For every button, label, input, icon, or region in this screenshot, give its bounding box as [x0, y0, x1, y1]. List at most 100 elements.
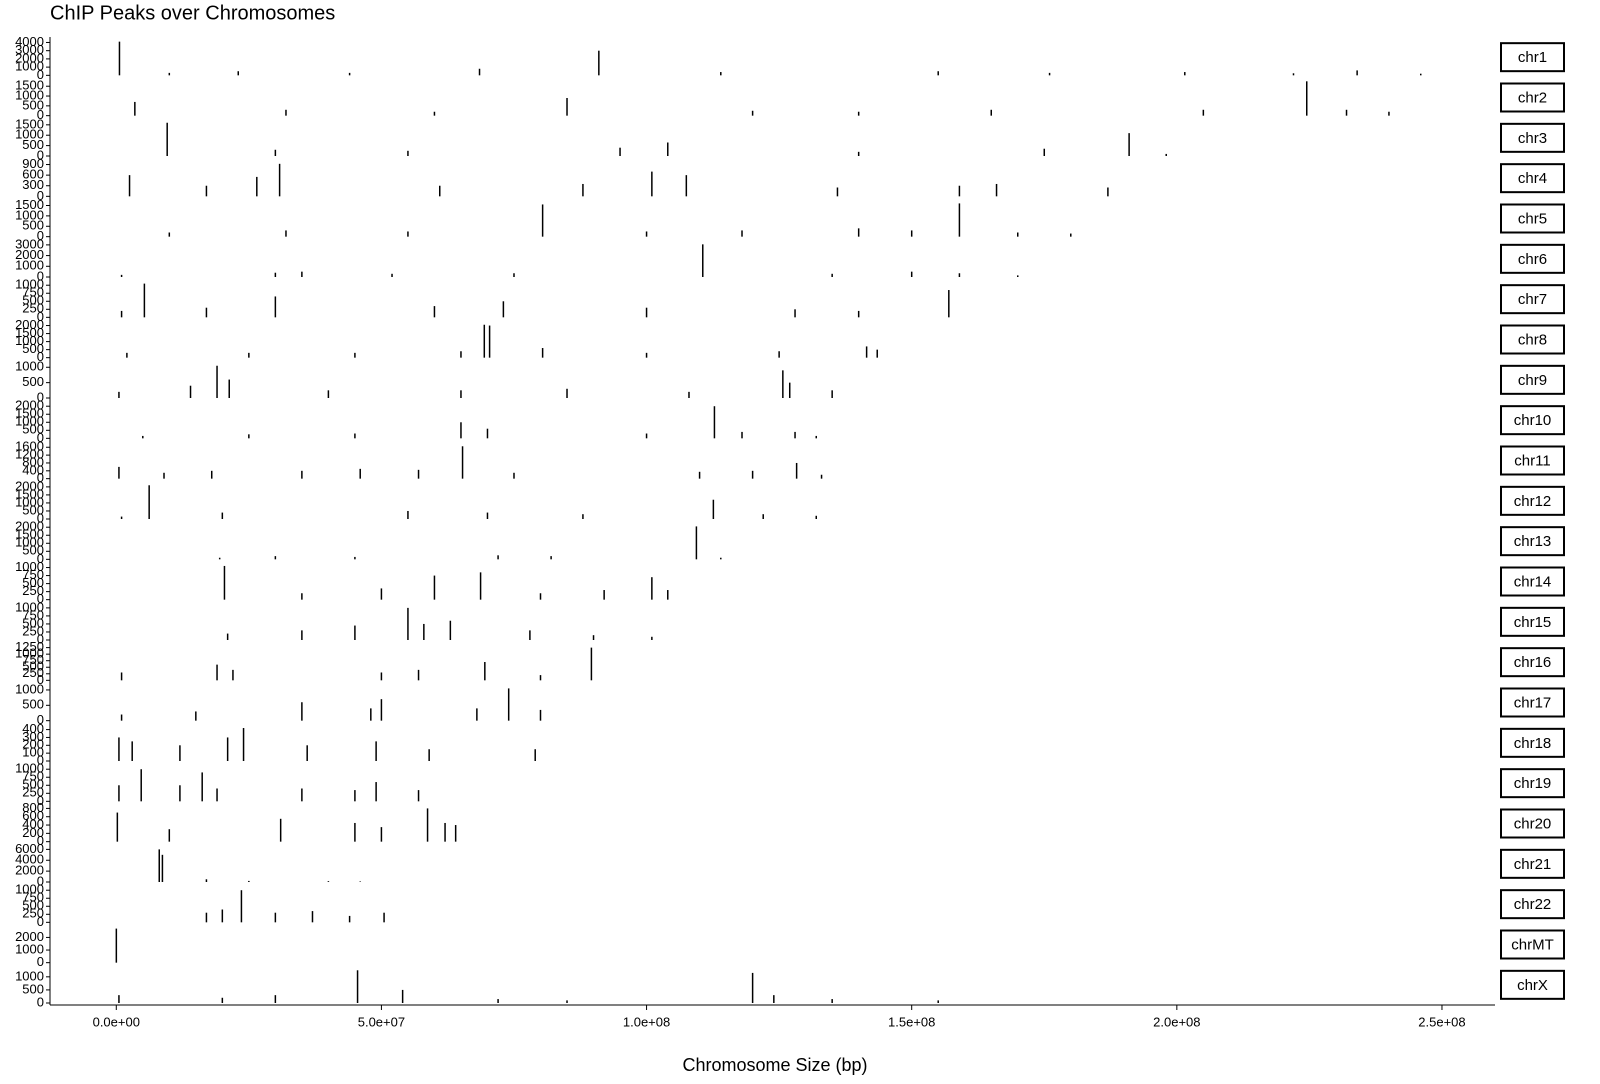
y-tick-label: 2000	[15, 478, 44, 493]
strip-label: chr6	[1518, 251, 1547, 268]
strip-box	[1500, 808, 1565, 839]
strip-box	[1500, 526, 1565, 557]
y-tick-label: 200	[22, 825, 44, 840]
y-tick-label: 3000	[15, 42, 44, 57]
y-tick-label: 800	[22, 454, 44, 469]
strip-box	[1500, 405, 1565, 436]
y-tick-label: 500	[22, 218, 44, 233]
y-tick-label: 2000	[15, 50, 44, 65]
y-tick-label: 1500	[15, 116, 44, 131]
y-tick-label: 900	[22, 156, 44, 171]
y-tick-label: 1000	[15, 968, 44, 983]
y-tick-label: 1000	[15, 87, 44, 102]
x-tick-label: 1.0e+08	[623, 1014, 670, 1029]
y-tick-label: 1000	[15, 333, 44, 348]
y-tick-label: 250	[22, 785, 44, 800]
y-tick-label: 500	[22, 659, 44, 674]
strip-label: chr1	[1518, 49, 1547, 66]
y-tick-label: 0	[37, 389, 44, 404]
y-tick-label: 1000	[15, 258, 44, 273]
y-tick-label: 300	[22, 177, 44, 192]
y-tick-label: 1000	[15, 207, 44, 222]
y-tick-label: 500	[22, 341, 44, 356]
x-tick-label: 0.0e+00	[93, 1014, 140, 1029]
strip-label: chr9	[1518, 372, 1547, 389]
y-tick-label: 0	[37, 914, 44, 929]
strip-box	[1500, 606, 1565, 637]
y-tick-label: 0	[37, 147, 44, 162]
y-tick-label: 0	[37, 349, 44, 364]
strip-label: chr10	[1514, 412, 1552, 429]
strip-label: chr8	[1518, 331, 1547, 348]
y-tick-label: 500	[22, 97, 44, 112]
x-tick-label: 1.5e+08	[888, 1014, 935, 1029]
y-tick-label: 0	[37, 793, 44, 808]
strip-label: chr21	[1514, 856, 1552, 873]
strip-box	[1500, 969, 1565, 1000]
y-tick-label: 400	[22, 462, 44, 477]
y-tick-label: 0	[37, 268, 44, 283]
y-tick-label: 1000	[15, 535, 44, 550]
strip-box	[1500, 243, 1565, 274]
y-tick-label: 1000	[15, 277, 44, 292]
y-tick-label: 4000	[15, 852, 44, 867]
y-tick-label: 500	[22, 697, 44, 712]
y-tick-label: 0	[37, 551, 44, 566]
y-tick-label: 250	[22, 665, 44, 680]
x-tick-label: 5.0e+07	[358, 1014, 405, 1029]
y-tick-label: 0	[37, 752, 44, 767]
y-tick-label: 400	[22, 721, 44, 736]
strip-label: chr17	[1514, 694, 1552, 711]
y-tick-label: 1500	[15, 325, 44, 340]
strip-label: chr15	[1514, 614, 1552, 631]
y-tick-label: 0	[37, 833, 44, 848]
y-tick-label: 1600	[15, 439, 44, 454]
y-tick-label: 2000	[15, 398, 44, 413]
y-tick-label: 0	[37, 712, 44, 727]
strip-label: chr20	[1514, 815, 1552, 832]
y-tick-label: 500	[22, 137, 44, 152]
y-tick-label: 2000	[15, 519, 44, 534]
y-tick-label: 1000	[15, 127, 44, 142]
y-tick-label: 500	[22, 575, 44, 590]
y-tick-label: 0	[37, 228, 44, 243]
strip-box	[1500, 929, 1565, 960]
y-tick-label: 1200	[15, 447, 44, 462]
strip-label: chrMT	[1511, 936, 1554, 953]
y-tick-label: 0	[37, 309, 44, 324]
strip-box	[1500, 768, 1565, 799]
y-tick-label: 1000	[15, 494, 44, 509]
y-tick-label: 200	[22, 737, 44, 752]
y-tick-label: 250	[22, 623, 44, 638]
y-tick-label: 500	[22, 293, 44, 308]
y-tick-label: 400	[22, 816, 44, 831]
y-tick-label: 500	[22, 502, 44, 517]
y-tick-label: 0	[37, 188, 44, 203]
y-tick-label: 1500	[15, 486, 44, 501]
strip-box	[1500, 566, 1565, 597]
strip-box	[1500, 889, 1565, 920]
strip-box	[1500, 163, 1565, 194]
y-tick-label: 1000	[15, 941, 44, 956]
y-tick-label: 250	[22, 906, 44, 921]
y-tick-label: 2000	[15, 863, 44, 878]
y-tick-label: 0	[37, 470, 44, 485]
y-tick-label: 2000	[15, 247, 44, 262]
strip-box	[1500, 687, 1565, 718]
strip-box	[1500, 364, 1565, 395]
y-tick-label: 0	[37, 631, 44, 646]
y-tick-label: 750	[22, 607, 44, 622]
y-tick-label: 1000	[15, 646, 44, 661]
strip-label: chr14	[1514, 573, 1552, 590]
strip-label: chr4	[1518, 170, 1547, 187]
y-tick-label: 1000	[15, 359, 44, 374]
y-tick-label: 2000	[15, 929, 44, 944]
y-tick-label: 500	[22, 422, 44, 437]
strip-label: chr11	[1514, 452, 1550, 469]
strip-box	[1500, 42, 1565, 73]
x-axis-title: Chromosome Size (bp)	[682, 1055, 867, 1075]
y-tick-label: 250	[22, 583, 44, 598]
y-tick-label: 750	[22, 769, 44, 784]
y-tick-label: 1000	[15, 599, 44, 614]
y-tick-label: 3000	[15, 236, 44, 251]
